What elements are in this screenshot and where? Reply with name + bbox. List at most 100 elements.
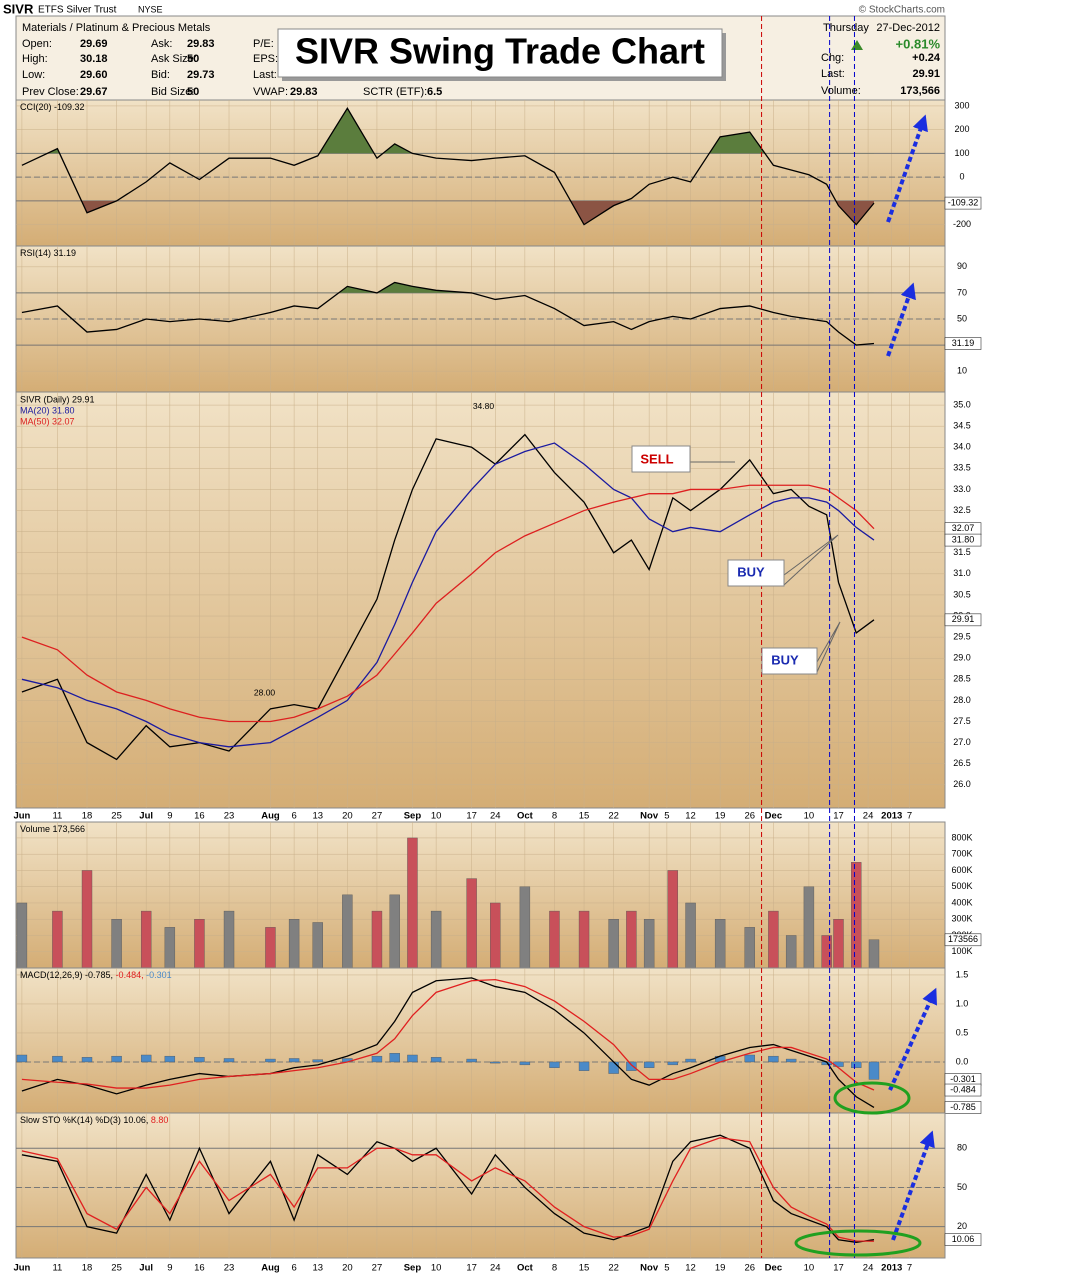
bar (407, 837, 418, 969)
bar (785, 935, 797, 969)
legend-entry: MACD(12,26,9) -0.785, (20, 970, 113, 980)
bar (223, 1058, 235, 1063)
quote-value: 29.91 (912, 68, 940, 80)
series-line (21, 1134, 875, 1243)
callout-box (631, 445, 691, 473)
x-tick-label: Nov (640, 811, 659, 822)
y-tick-label: 80 (957, 1143, 967, 1153)
quote-value: 29.73 (187, 69, 215, 81)
quote-label: VWAP: (253, 86, 288, 98)
date: 27-Dec-2012 (876, 22, 940, 34)
callouts: SELL BUY BUY (631, 445, 841, 675)
y-tick-label: 200 (954, 124, 969, 134)
x-tick-label: 27 (372, 1263, 383, 1274)
end-label: 31.19 (952, 338, 975, 348)
quote-value: 29.69 (80, 38, 108, 50)
arrow (886, 282, 916, 357)
x-tick-label: 22 (608, 1263, 619, 1274)
trend-arrows (886, 114, 937, 1241)
x-tick-label: Jul (139, 811, 153, 822)
y-tick-label: 700K (951, 849, 972, 859)
bar (16, 1054, 28, 1063)
end-label: -0.301 (950, 1074, 976, 1084)
callout-pointer (783, 534, 839, 586)
bar (490, 1061, 501, 1064)
bar (164, 927, 176, 969)
bar (16, 902, 28, 969)
x-tick-label: Jun (13, 811, 30, 822)
x-tick-label: Oct (517, 811, 534, 822)
x-tick-label: 6 (291, 811, 296, 822)
x-tick-label: 16 (194, 1263, 205, 1274)
bar (111, 919, 122, 969)
panel-bg (15, 1112, 946, 1259)
y-tick-label: 20 (957, 1221, 967, 1231)
x-tick-label: 15 (579, 1263, 590, 1274)
quote-value: 30.18 (80, 53, 108, 65)
x-tick-label: 19 (715, 1263, 726, 1274)
end-label-box (944, 533, 982, 547)
bar (81, 870, 93, 969)
bar (803, 886, 815, 969)
bar (194, 1057, 205, 1063)
security-name: ETFS Silver Trust (38, 5, 117, 16)
end-label-box (944, 613, 982, 627)
bar (81, 1057, 93, 1063)
panel-bg (15, 967, 946, 1114)
bar (389, 894, 400, 969)
bar (578, 1061, 590, 1071)
callout-box (727, 559, 785, 587)
end-label-box (944, 933, 982, 947)
x-tick-label: Aug (261, 1263, 280, 1274)
bar (140, 1054, 152, 1063)
legend-entry: -0.484, (116, 970, 144, 980)
x-tick-label: Dec (765, 1263, 782, 1274)
quote-value: 29.83 (187, 38, 215, 50)
x-tick-label: 17 (833, 1263, 844, 1274)
legend: Volume 173,566 (20, 824, 88, 834)
bar (626, 910, 637, 969)
series-line (21, 484, 875, 723)
x-tick-label: Sep (404, 811, 422, 822)
bar (744, 1054, 755, 1063)
bar (52, 1055, 63, 1063)
x-tick-label: 11 (52, 811, 62, 822)
bar (430, 1057, 442, 1063)
legend-entry: CCI(20) -109.32 (20, 102, 85, 112)
bar (714, 919, 726, 969)
x-tick-label: 9 (167, 1263, 172, 1274)
x-tick-label: 15 (579, 811, 590, 822)
quote-value: +0.24 (912, 52, 941, 64)
title-box: SIVR Swing Trade Chart (277, 28, 726, 81)
y-tick-label: 50 (957, 313, 967, 323)
quote-label: Bid Size: (151, 86, 194, 98)
x-tick-label: 24 (490, 1263, 501, 1274)
x-tick-label: 17 (833, 811, 844, 822)
y-tick-label: 34.5 (953, 421, 971, 431)
bar (768, 910, 779, 969)
y-tick-label: 300K (951, 914, 972, 924)
buy-label: BUY (771, 652, 799, 667)
y-tick-label: 28.0 (953, 695, 971, 705)
bar (643, 1061, 655, 1068)
x-tick-label: 24 (490, 811, 501, 822)
end-label-box (944, 1083, 982, 1097)
x-tick-label: 6 (291, 1263, 296, 1274)
x-tick-label: 23 (224, 811, 235, 822)
bar (389, 1053, 400, 1063)
y-tick-label: 27.0 (953, 737, 971, 747)
y-tick-label: 70 (957, 287, 967, 297)
legend: MACD(12,26,9) -0.785, -0.484, -0.301 (20, 970, 174, 980)
bar (164, 1055, 176, 1063)
quote-label: Prev Close: (22, 86, 79, 98)
bar (667, 1061, 679, 1066)
y-tick-label: 90 (957, 261, 967, 271)
bar (288, 1058, 300, 1063)
quote-value: 50 (187, 86, 199, 98)
series-line (21, 442, 875, 748)
end-label: 10.06 (952, 1234, 975, 1244)
change-pct: +0.81% (896, 36, 941, 51)
y-tick-label: 32.5 (953, 505, 971, 515)
legend-entry: MA(20) 31.80 (20, 405, 75, 415)
x-tick-label: 20 (342, 811, 353, 822)
